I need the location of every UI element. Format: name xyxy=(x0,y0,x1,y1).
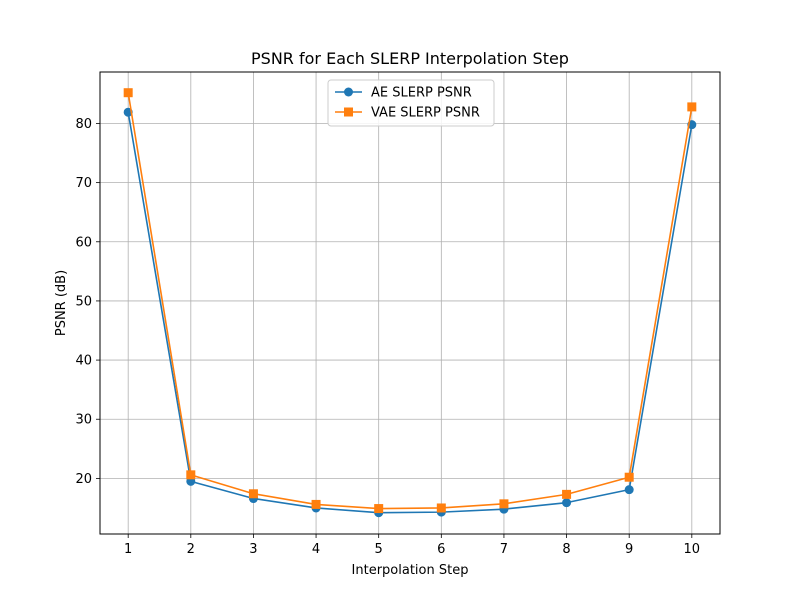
plot-frame xyxy=(99,71,721,535)
series-line-vae-slerp-psnr xyxy=(127,92,693,510)
data-point-ae-slerp-psnr xyxy=(562,498,572,508)
chart-title: PSNR for Each SLERP Interpolation Step xyxy=(251,49,569,68)
data-point-vae-slerp-psnr xyxy=(248,489,258,499)
x-tick-label: 6 xyxy=(437,542,445,557)
series-group xyxy=(123,88,697,518)
legend-marker-vae xyxy=(344,107,353,117)
y-axis-ticks: 20 30 40 50 60 70 80 xyxy=(75,117,100,487)
y-tick-label: 50 xyxy=(75,294,92,309)
data-point-vae-slerp-psnr xyxy=(624,472,634,482)
data-point-ae-slerp-psnr xyxy=(624,485,634,495)
legend-box xyxy=(327,79,495,127)
data-point-vae-slerp-psnr xyxy=(311,499,321,509)
y-tick-label: 20 xyxy=(75,472,92,487)
legend-label-vae: VAE SLERP PSNR xyxy=(371,106,480,121)
x-tick-label: 2 xyxy=(187,542,195,557)
x-tick-label: 3 xyxy=(249,542,257,557)
x-tick-label: 5 xyxy=(375,542,383,557)
data-point-vae-slerp-psnr xyxy=(123,88,133,98)
x-tick-label: 7 xyxy=(500,542,508,557)
y-tick-label: 70 xyxy=(75,176,92,191)
y-tick-label: 30 xyxy=(75,413,92,428)
legend-marker-ae xyxy=(344,87,353,97)
data-point-vae-slerp-psnr xyxy=(436,503,446,513)
data-point-vae-slerp-psnr xyxy=(687,102,697,112)
x-axis-title: Interpolation Step xyxy=(352,563,469,578)
y-tick-label: 40 xyxy=(75,354,92,369)
y-tick-label: 60 xyxy=(75,235,92,250)
x-tick-label: 1 xyxy=(124,542,132,557)
legend: AE SLERP PSNR VAE SLERP PSNR xyxy=(327,79,495,127)
x-tick-label: 8 xyxy=(562,542,570,557)
data-point-vae-slerp-psnr xyxy=(562,489,572,499)
data-point-vae-slerp-psnr xyxy=(374,504,384,514)
y-axis-title: PSNR (dB) xyxy=(54,270,69,336)
data-point-vae-slerp-psnr xyxy=(499,499,509,509)
data-point-vae-slerp-psnr xyxy=(186,470,196,480)
x-tick-label: 4 xyxy=(312,542,320,557)
x-axis-ticks: 1 2 3 4 5 6 7 8 9 10 xyxy=(124,534,700,557)
grid xyxy=(100,72,720,534)
x-tick-label: 9 xyxy=(625,542,633,557)
x-tick-label: 10 xyxy=(684,542,701,557)
legend-label-ae: AE SLERP PSNR xyxy=(371,86,472,101)
y-tick-label: 80 xyxy=(75,117,92,132)
series-line-ae-slerp-psnr xyxy=(127,112,693,514)
